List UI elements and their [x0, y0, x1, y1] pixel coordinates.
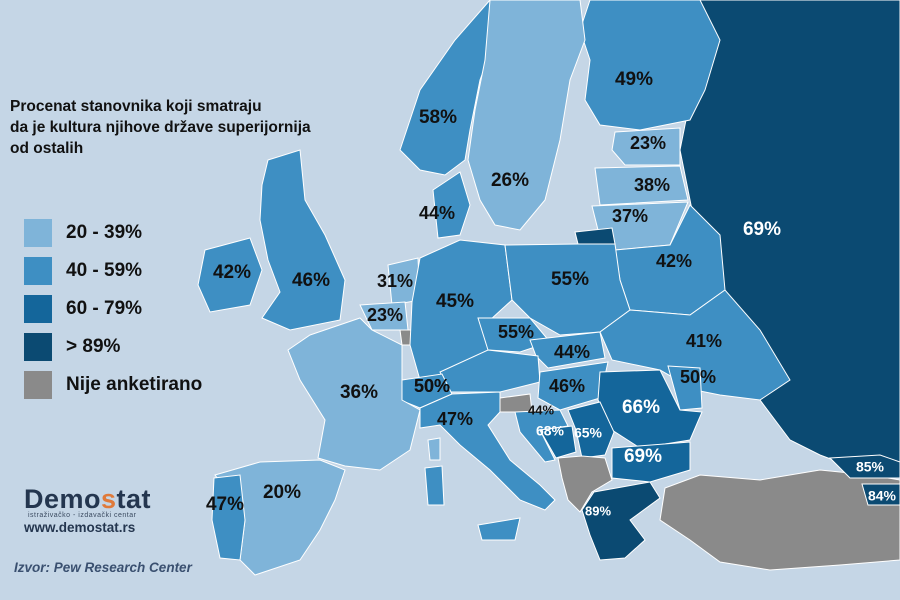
legend-item: Nije anketirano — [24, 366, 202, 404]
country-ukraine — [599, 289, 791, 401]
legend-swatch — [24, 371, 52, 399]
legend-swatch — [24, 257, 52, 285]
country-bosnia — [539, 425, 577, 459]
country-value-czechia: 55% — [498, 322, 534, 342]
country-value-romania: 66% — [622, 397, 660, 418]
country-value-latvia: 38% — [634, 175, 670, 195]
country-croatia — [514, 409, 569, 463]
country-value-poland: 55% — [551, 269, 589, 290]
region-corsica — [427, 437, 441, 461]
demostat-logo: Demostat — [24, 484, 151, 515]
country-value-italy: 47% — [437, 409, 473, 429]
legend-label: > 89% — [66, 336, 121, 357]
country-value-moldova: 50% — [680, 367, 716, 387]
country-value-bosnia-and-herzegovina: 68% — [536, 423, 565, 439]
country-value-united-kingdom: 46% — [292, 270, 330, 291]
legend-label: 20 - 39% — [66, 222, 143, 243]
country-value-spain: 20% — [263, 482, 301, 503]
country-value-austria: 50% — [414, 376, 450, 396]
legend-label: Nije anketirano — [66, 374, 203, 395]
country-value-serbia: 65% — [574, 425, 603, 441]
country-serbia — [567, 401, 615, 459]
country-italy — [419, 391, 556, 511]
country-georgia — [828, 454, 900, 479]
country-value-ukraine: 41% — [686, 331, 722, 351]
country-value-belgium: 23% — [367, 305, 403, 325]
legend-item: 20 - 39% — [24, 214, 202, 252]
country-value-norway: 58% — [419, 107, 457, 128]
country-estonia — [611, 127, 681, 166]
region-sicily — [477, 517, 521, 541]
country-armenia — [861, 483, 900, 506]
legend-swatch — [24, 333, 52, 361]
country-denmark — [432, 171, 471, 239]
country-sweden — [467, 0, 586, 231]
country-value-ireland: 42% — [213, 262, 251, 283]
country-value-sweden: 26% — [491, 170, 529, 191]
country-value-hungary: 46% — [549, 376, 585, 396]
country-value-portugal: 47% — [206, 494, 244, 515]
country-value-finland: 49% — [615, 69, 653, 90]
legend: 20 - 39% 40 - 59% 60 - 79% > 89% Nije an… — [24, 214, 202, 404]
region-sardinia — [424, 465, 445, 506]
country-france — [287, 317, 421, 471]
country-value-estonia: 23% — [630, 133, 666, 153]
country-bulgaria — [611, 441, 691, 483]
country-value-croatia: 44% — [528, 402, 554, 417]
country-hungary — [537, 361, 609, 411]
country-value-armenia: 84% — [868, 488, 897, 504]
title-line-3: od ostalih — [10, 140, 84, 157]
title-line-2: da je kultura njihove države superijorni… — [10, 119, 311, 136]
country-ireland — [197, 237, 263, 313]
legend-item: 60 - 79% — [24, 290, 202, 328]
country-value-netherlands: 31% — [377, 271, 413, 291]
country-value-lithuania: 37% — [612, 206, 648, 226]
website-link[interactable]: www.demostat.rs — [24, 520, 136, 535]
country-turkey — [659, 469, 900, 571]
country-moldova — [667, 365, 703, 411]
country-value-russia: 69% — [743, 219, 781, 240]
country-portugal — [211, 474, 246, 561]
country-value-greece: 89% — [585, 503, 611, 518]
country-latvia — [594, 165, 689, 206]
country-value-slovakia: 44% — [554, 342, 590, 362]
country-value-germany: 45% — [436, 291, 474, 312]
title-line-1: Procenat stanovnika koji smatraju — [10, 98, 262, 115]
country-value-denmark: 44% — [419, 203, 455, 223]
map-title: Procenat stanovnika koji smatraju da je … — [10, 96, 390, 159]
country-united-kingdom — [259, 149, 346, 331]
logo-part-3: tat — [116, 484, 152, 514]
logo-part-2: s — [101, 484, 117, 514]
legend-swatch — [24, 295, 52, 323]
country-value-switzerland: 50% — [414, 376, 450, 396]
country-value-belarus: 42% — [656, 251, 692, 271]
source-note: Izvor: Pew Research Center — [14, 560, 192, 575]
legend-label: 60 - 79% — [66, 298, 143, 319]
logo-part-1: Demo — [24, 484, 102, 514]
country-greece — [581, 481, 661, 561]
country-value-georgia: 85% — [856, 459, 885, 475]
region-western-balkans-unsurveyed — [557, 455, 613, 513]
legend-label: 40 - 59% — [66, 260, 143, 281]
country-value-france: 36% — [340, 382, 378, 403]
legend-item: 40 - 59% — [24, 252, 202, 290]
legend-swatch — [24, 219, 52, 247]
logo-tagline: istraživačko - izdavački centar — [28, 512, 137, 519]
country-value-bulgaria: 69% — [624, 446, 662, 467]
legend-item: > 89% — [24, 328, 202, 366]
country-slovakia — [529, 331, 606, 369]
